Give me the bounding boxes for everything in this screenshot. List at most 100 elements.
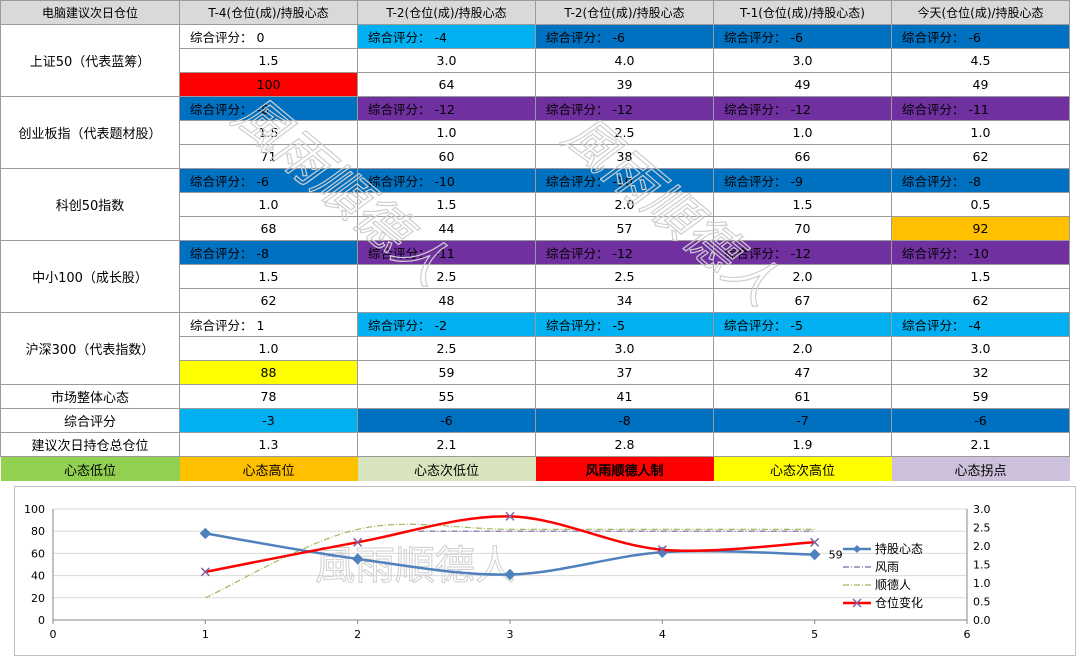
position-cell: 1.5: [179, 48, 358, 73]
summary-cell: -6: [891, 408, 1070, 433]
score-row: 上证50（代表蓝筹） 综合评分： 0 综合评分： -4 综合评分： -6 综合评分： -…: [0, 24, 1070, 97]
legend-marker: [853, 545, 861, 553]
mood-cell: 49: [713, 72, 892, 97]
legend-label: 仓位变化: [875, 595, 923, 610]
summary-cell: 1.9: [713, 432, 892, 457]
x-tick-label: 0: [50, 628, 57, 641]
mood-cell: 39: [535, 72, 714, 97]
mood-point: [808, 548, 821, 561]
y2-tick-label: 3.0: [973, 503, 991, 516]
score-cell: 综合评分： -10: [535, 168, 714, 193]
y-tick-label: 100: [24, 503, 45, 516]
position-cell: 2.5: [357, 336, 536, 361]
y-tick-label: 20: [31, 592, 45, 605]
position-point: [200, 567, 210, 577]
position-row: 1.5 3.0 4.0 3.0 4.5: [1, 48, 1070, 73]
summary-label: 市场整体心态: [0, 384, 180, 409]
score-row: 创业板指（代表题材股） 综合评分： -8 综合评分： -12 综合评分： -12 综合评…: [0, 96, 1070, 169]
mood-cell: 62: [891, 288, 1070, 313]
mood-last-label: 59: [829, 549, 843, 562]
legend-cell: 心态拐点: [891, 456, 1070, 481]
position-chart: 0 20 40 60 80 100 0.0 0.5 1.0 1.5 2.0 2.5 3.0 0 1 2 3 4 5 6…: [14, 486, 1076, 656]
score-cell: 综合评分： -10: [891, 240, 1070, 265]
score-cell: 综合评分： -10: [357, 168, 536, 193]
mood-cell: 60: [357, 144, 536, 169]
x-tick-label: 3: [507, 628, 514, 641]
index-label: 科创50指数: [0, 168, 180, 241]
score-cell: 综合评分： -12: [535, 240, 714, 265]
mood-row: 100 64 39 49 49: [1, 72, 1070, 97]
y-tick-label: 0: [38, 614, 45, 627]
summary-cell: -6: [357, 408, 536, 433]
mood-row: 68 44 57 70 92: [1, 216, 1070, 241]
x-tick-label: 2: [354, 628, 361, 641]
mood-cell: 49: [891, 72, 1070, 97]
mood-cell: 92: [891, 216, 1070, 241]
summary-cell: 2.1: [891, 432, 1070, 457]
mood-cell: 70: [713, 216, 892, 241]
mood-cell: 71: [179, 144, 358, 169]
mood-point: [504, 568, 516, 581]
position-cell: 1.5: [179, 264, 358, 289]
summary-cell: 1.3: [179, 432, 358, 457]
mood-point: [351, 553, 364, 565]
header-row: 电脑建议次日仓位 T-4(仓位(成)/持股心态 T-2(仓位(成)/持股心态 T-2(…: [0, 0, 1070, 25]
score-cell: 综合评分： -12: [713, 240, 892, 265]
summary-cell: 55: [357, 384, 536, 409]
position-cell: 2.5: [535, 264, 714, 289]
summary-cell: 41: [535, 384, 714, 409]
score-cell: 综合评分： -6: [535, 24, 714, 49]
position-cell: 4.0: [535, 48, 714, 73]
x-tick-label: 6: [964, 628, 971, 641]
score-cell: 综合评分： -9: [713, 168, 892, 193]
score-row: 中小100（成长股） 综合评分： -8 综合评分： -11 综合评分： -12 综合评分…: [0, 240, 1070, 313]
position-cell: 1.5: [357, 192, 536, 217]
mood-point: [199, 527, 212, 540]
header-cell: T-4(仓位(成)/持股心态: [179, 0, 358, 25]
position-point: [505, 511, 515, 521]
legend-cell: 心态低位: [0, 456, 180, 481]
x-tick-label: 1: [202, 628, 209, 641]
index-label: 沪深300（代表指数）: [0, 312, 180, 385]
position-cell: 1.5: [713, 192, 892, 217]
mood-cell: 64: [357, 72, 536, 97]
position-row: 1.5 1.0 2.5 1.0 1.0: [1, 120, 1070, 145]
position-cell: 3.0: [535, 336, 714, 361]
position-cell: 1.0: [713, 120, 892, 145]
mood-cell: 88: [179, 360, 358, 385]
y2-tick-label: 2.0: [973, 540, 991, 553]
mood-row: 71 60 38 66 62: [1, 144, 1070, 169]
position-point: [810, 537, 820, 547]
score-cell: 综合评分： -5: [535, 312, 714, 337]
score-cell: 综合评分： -6: [713, 24, 892, 49]
position-cell: 0.5: [891, 192, 1070, 217]
position-cell: 2.0: [535, 192, 714, 217]
summary-cell: -7: [713, 408, 892, 433]
score-cell: 综合评分： -4: [357, 24, 536, 49]
mood-cell: 62: [179, 288, 358, 313]
score-cell: 综合评分： -5: [713, 312, 892, 337]
position-cell: 3.0: [357, 48, 536, 73]
summary-cell: -8: [535, 408, 714, 433]
summary-row: 综合评分 -3 -6 -8 -7 -6: [0, 408, 1070, 433]
x-tick-label: 4: [659, 628, 666, 641]
header-cell: T-1(仓位(成)/持股心态): [713, 0, 892, 25]
summary-cell: 61: [713, 384, 892, 409]
index-label: 中小100（成长股）: [0, 240, 180, 313]
score-cell: 综合评分： 0: [179, 24, 358, 49]
index-label: 上证50（代表蓝筹）: [0, 24, 180, 97]
score-cell: 综合评分： -8: [179, 96, 358, 121]
legend-cell: 心态次低位: [357, 456, 536, 481]
score-row: 沪深300（代表指数） 综合评分： 1 综合评分： -2 综合评分： -5 综合评分： …: [0, 312, 1070, 385]
header-cell: 电脑建议次日仓位: [0, 0, 180, 25]
mood-cell: 68: [179, 216, 358, 241]
position-cell: 2.5: [535, 120, 714, 145]
score-cell: 综合评分： -4: [891, 312, 1070, 337]
position-cell: 1.0: [179, 192, 358, 217]
x-tick-label: 5: [811, 628, 818, 641]
position-cell: 3.0: [713, 48, 892, 73]
legend-cell: 心态次高位: [713, 456, 892, 481]
score-cell: 综合评分： -11: [891, 96, 1070, 121]
position-cell: 2.5: [357, 264, 536, 289]
score-cell: 综合评分： -2: [357, 312, 536, 337]
